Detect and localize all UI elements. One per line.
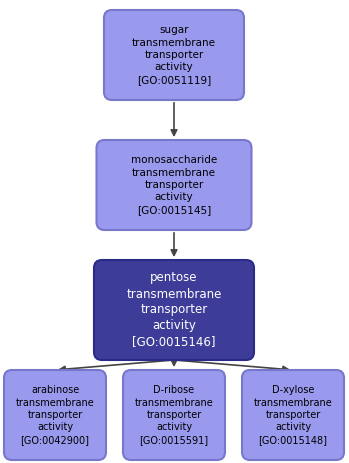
Text: monosaccharide
transmembrane
transporter
activity
[GO:0015145]: monosaccharide transmembrane transporter… [131, 155, 217, 215]
FancyBboxPatch shape [104, 10, 244, 100]
FancyBboxPatch shape [4, 370, 106, 460]
Text: D-ribose
transmembrane
transporter
activity
[GO:0015591]: D-ribose transmembrane transporter activ… [135, 385, 213, 445]
FancyBboxPatch shape [94, 260, 254, 360]
Text: D-xylose
transmembrane
transporter
activity
[GO:0015148]: D-xylose transmembrane transporter activ… [254, 385, 332, 445]
Text: pentose
transmembrane
transporter
activity
[GO:0015146]: pentose transmembrane transporter activi… [126, 271, 222, 349]
Text: arabinose
transmembrane
transporter
activity
[GO:0042900]: arabinose transmembrane transporter acti… [16, 385, 94, 445]
Text: sugar
transmembrane
transporter
activity
[GO:0051119]: sugar transmembrane transporter activity… [132, 25, 216, 85]
FancyBboxPatch shape [242, 370, 344, 460]
FancyBboxPatch shape [123, 370, 225, 460]
FancyBboxPatch shape [97, 140, 252, 230]
